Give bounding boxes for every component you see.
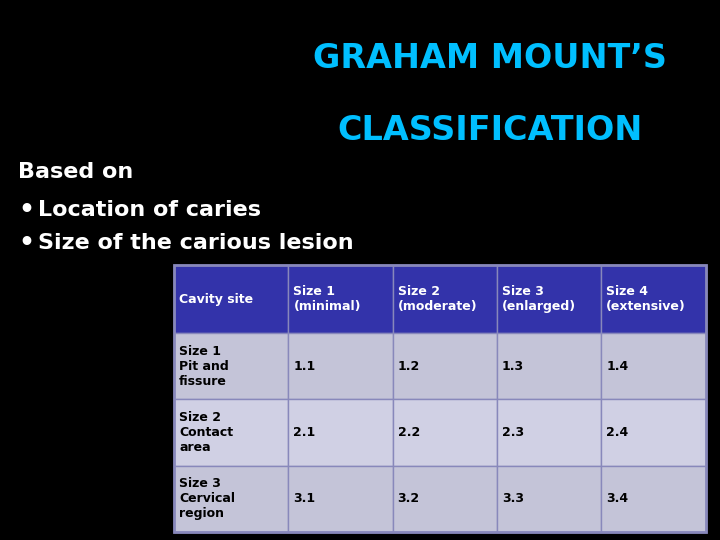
Text: 1.2: 1.2 — [397, 360, 420, 373]
Text: Based on: Based on — [18, 162, 133, 182]
FancyBboxPatch shape — [497, 265, 601, 333]
Text: 2.2: 2.2 — [397, 426, 420, 439]
Text: Size 1
Pit and
fissure: Size 1 Pit and fissure — [179, 345, 229, 388]
Text: Location of caries: Location of caries — [38, 200, 261, 220]
Text: 2.1: 2.1 — [293, 426, 315, 439]
FancyBboxPatch shape — [392, 400, 497, 465]
Text: •: • — [18, 198, 34, 222]
Text: Size 2
Contact
area: Size 2 Contact area — [179, 411, 233, 454]
FancyBboxPatch shape — [392, 333, 497, 400]
Text: 3.3: 3.3 — [502, 492, 524, 505]
Text: Size 3
Cervical
region: Size 3 Cervical region — [179, 477, 235, 521]
Text: Size of the carious lesion: Size of the carious lesion — [38, 233, 354, 253]
Text: 3.4: 3.4 — [606, 492, 629, 505]
Text: 2.4: 2.4 — [606, 426, 629, 439]
Text: Size 3
(enlarged): Size 3 (enlarged) — [502, 285, 576, 313]
FancyBboxPatch shape — [174, 265, 289, 333]
Text: 1.1: 1.1 — [293, 360, 315, 373]
FancyBboxPatch shape — [289, 333, 392, 400]
Text: •: • — [18, 231, 34, 255]
Text: 1.4: 1.4 — [606, 360, 629, 373]
FancyBboxPatch shape — [601, 465, 706, 532]
Text: GRAHAM MOUNT’S: GRAHAM MOUNT’S — [313, 42, 667, 75]
FancyBboxPatch shape — [289, 400, 392, 465]
FancyBboxPatch shape — [392, 465, 497, 532]
FancyBboxPatch shape — [289, 465, 392, 532]
Text: Cavity site: Cavity site — [179, 293, 253, 306]
Text: Size 1
(minimal): Size 1 (minimal) — [293, 285, 361, 313]
FancyBboxPatch shape — [174, 400, 289, 465]
Text: CLASSIFICATION: CLASSIFICATION — [337, 113, 643, 146]
Text: 3.1: 3.1 — [293, 492, 315, 505]
FancyBboxPatch shape — [601, 400, 706, 465]
Text: Size 2
(moderate): Size 2 (moderate) — [397, 285, 477, 313]
FancyBboxPatch shape — [497, 400, 601, 465]
Text: 1.3: 1.3 — [502, 360, 524, 373]
FancyBboxPatch shape — [289, 265, 392, 333]
FancyBboxPatch shape — [601, 333, 706, 400]
FancyBboxPatch shape — [497, 333, 601, 400]
FancyBboxPatch shape — [601, 265, 706, 333]
Text: 2.3: 2.3 — [502, 426, 524, 439]
FancyBboxPatch shape — [497, 465, 601, 532]
FancyBboxPatch shape — [174, 465, 289, 532]
Text: 3.2: 3.2 — [397, 492, 420, 505]
Text: Size 4
(extensive): Size 4 (extensive) — [606, 285, 686, 313]
FancyBboxPatch shape — [392, 265, 497, 333]
FancyBboxPatch shape — [174, 333, 289, 400]
